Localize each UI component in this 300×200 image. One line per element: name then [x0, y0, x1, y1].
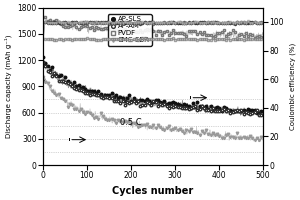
AP-SLS: [154, 99, 158, 101]
CMC-SBR: [41, 76, 45, 78]
Line: AP-AM: AP-AM: [42, 61, 262, 116]
AP-SLS: [248, 109, 252, 112]
CMC-SBR: [242, 136, 245, 138]
AP-AM: [248, 113, 252, 115]
PVDF: [260, 36, 263, 38]
AP-AM: [154, 101, 158, 103]
AP-SLS: [92, 90, 96, 92]
PVDF: [174, 32, 177, 35]
CMC-SBR: [260, 136, 263, 138]
PVDF: [253, 36, 256, 39]
PVDF: [94, 26, 98, 29]
CMC-SBR: [248, 135, 252, 137]
Line: PVDF: PVDF: [42, 15, 262, 40]
AP-SLS: [242, 108, 245, 111]
CMC-SBR: [253, 139, 256, 142]
CMC-SBR: [154, 127, 158, 130]
Legend: AP-SLS, AP-AM, PVDF, CMC-SBR: AP-SLS, AP-AM, PVDF, CMC-SBR: [108, 14, 152, 46]
AP-AM: [242, 113, 245, 115]
Y-axis label: Coulombic efficiency (%): Coulombic efficiency (%): [289, 43, 296, 130]
AP-SLS: [83, 88, 87, 90]
AP-AM: [83, 92, 87, 95]
CMC-SBR: [83, 113, 87, 115]
AP-SLS: [171, 101, 175, 103]
AP-AM: [260, 113, 263, 116]
PVDF: [156, 30, 160, 32]
AP-AM: [257, 114, 261, 116]
Line: AP-SLS: AP-SLS: [42, 56, 262, 114]
CMC-SBR: [171, 127, 175, 130]
PVDF: [44, 15, 47, 18]
PVDF: [235, 38, 239, 40]
AP-SLS: [41, 56, 45, 59]
PVDF: [85, 24, 89, 27]
PVDF: [246, 35, 250, 37]
AP-AM: [41, 61, 45, 63]
Line: CMC-SBR: CMC-SBR: [42, 76, 262, 142]
AP-SLS: [260, 110, 263, 112]
AP-AM: [92, 92, 96, 95]
X-axis label: Cycles number: Cycles number: [112, 186, 194, 196]
AP-SLS: [257, 112, 261, 114]
PVDF: [41, 16, 45, 18]
Y-axis label: Discharge capacity (mAh g⁻¹): Discharge capacity (mAh g⁻¹): [4, 35, 12, 138]
CMC-SBR: [92, 117, 96, 120]
AP-AM: [171, 106, 175, 108]
Text: 0.5 C: 0.5 C: [120, 118, 142, 127]
